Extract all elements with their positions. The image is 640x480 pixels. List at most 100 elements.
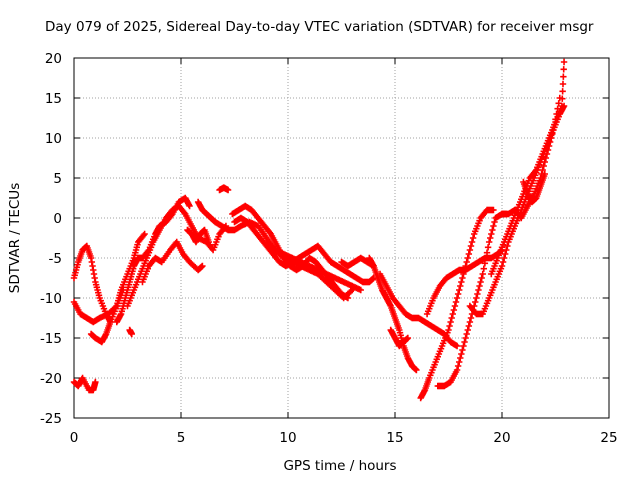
data-point [555,100,562,107]
data-point [467,242,475,250]
data-point [474,290,481,298]
data-point [550,126,557,134]
series-track-g [139,238,206,286]
series-track-s [417,206,497,402]
data-point [140,232,147,239]
data-point [450,306,458,314]
data-point [489,226,496,234]
data-point [488,230,495,238]
data-point [539,166,546,174]
series-track-h [126,326,135,338]
y-tick-label: 5 [53,171,62,187]
data-point [559,80,567,88]
data-point [445,326,452,334]
data-point [549,130,556,138]
data-point [556,94,563,102]
data-point [490,222,497,230]
data-point [461,338,468,346]
x-tick-label: 20 [493,430,510,446]
data-point [92,378,99,386]
x-tick-label: 0 [70,430,79,446]
data-point [467,314,475,322]
data-point [554,105,561,112]
series-track-w [488,58,568,278]
data-point [453,294,461,302]
data-point [446,322,453,330]
data-points [70,58,568,402]
data-point [541,170,548,178]
data-point [490,206,497,214]
data-point [499,258,507,266]
x-tick-label: 25 [600,430,617,446]
data-point [473,294,480,302]
data-point [476,282,483,290]
data-point [458,350,465,358]
data-point [498,262,506,270]
data-point [553,110,560,118]
data-point [478,274,485,282]
data-point [462,334,469,342]
data-point [479,270,486,278]
data-point [480,265,488,272]
data-point [551,121,558,128]
data-point [552,116,559,123]
data-point [484,244,492,251]
series-track-q [376,270,461,350]
data-point [128,330,135,338]
data-point [457,282,464,290]
series-track-p [366,254,420,374]
y-tick-label: 0 [53,211,62,227]
data-point [463,258,470,266]
data-point [413,366,420,374]
data-point [542,154,550,162]
data-point [466,318,474,326]
data-point [468,238,476,246]
y-tick-label: -5 [49,251,62,267]
data-point [487,234,494,242]
data-point [464,326,471,334]
data-point [447,318,454,326]
data-point [475,286,482,294]
data-point [186,202,193,210]
series-track-y [520,170,548,206]
data-point [205,238,213,246]
data-point [451,302,459,310]
data-point [560,66,567,73]
data-point [541,158,548,166]
data-point [559,88,566,95]
data-point [485,238,493,246]
y-tick-label: -10 [40,291,62,307]
series-track-k [216,184,232,194]
series-track-n [263,238,364,294]
data-point [463,330,470,338]
plot-frame [73,57,610,419]
y-tick-label: 15 [45,91,62,107]
y-tick-label: 10 [45,131,62,147]
data-point [465,322,473,330]
data-point [477,278,484,286]
data-point [544,146,552,154]
data-point [500,254,508,262]
data-point [560,73,567,80]
y-tick-labels: -25 -20 -15 -10 -5 0 5 10 15 20 [40,51,62,427]
data-point [141,230,148,238]
x-tick-labels: 0 5 10 15 20 25 [70,430,618,446]
data-point [481,260,489,267]
data-point [543,150,551,158]
data-point [224,186,232,194]
data-point [266,229,274,236]
data-point [502,250,509,258]
data-point [482,254,490,262]
data-point [181,209,188,216]
x-tick-label: 15 [386,430,403,446]
chart-title: Day 079 of 2025, Sidereal Day-to-day VTE… [45,19,594,35]
data-point [454,290,462,298]
data-point [504,242,511,250]
axis-ticks [73,57,610,419]
series-track-f [124,202,230,310]
data-point [459,346,466,354]
data-point [546,138,554,146]
data-point [558,102,566,110]
y-axis-label: SDTVAR / TECUs [7,183,23,293]
